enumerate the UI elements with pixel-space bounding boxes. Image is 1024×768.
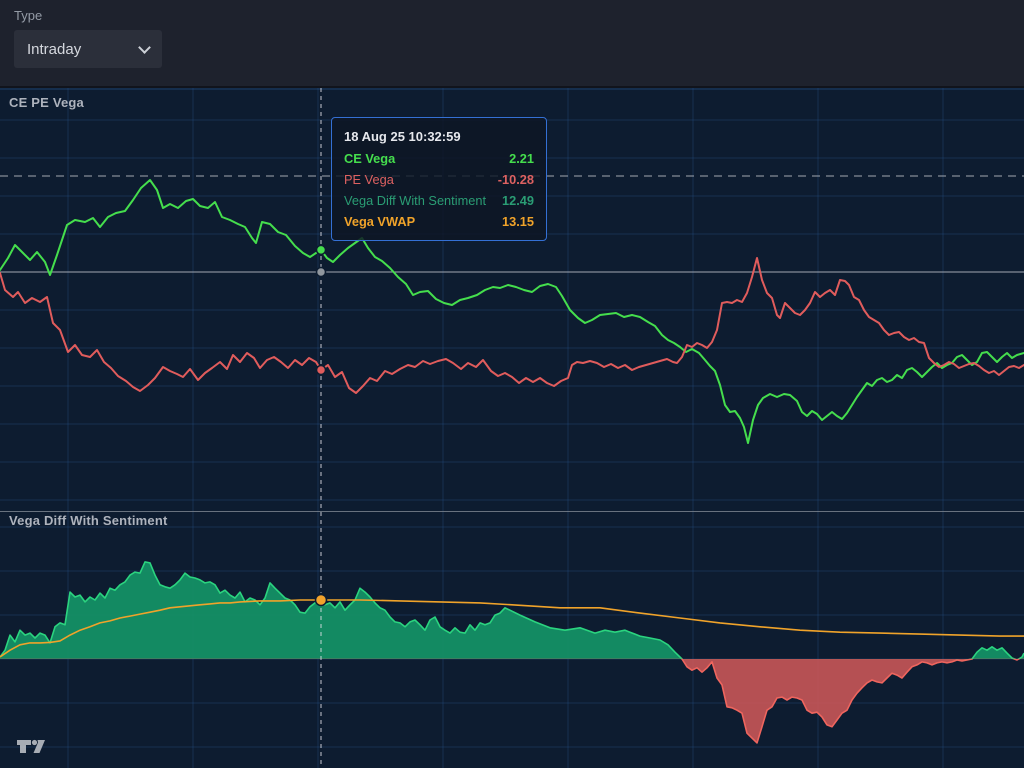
tooltip-row: Vega Diff With Sentiment 12.49 [344, 190, 534, 211]
header: Type Intraday [0, 0, 1024, 88]
tooltip-row: PE Vega -10.28 [344, 169, 534, 190]
tooltip-value: -10.28 [497, 172, 534, 187]
tooltip-value: 12.49 [501, 193, 534, 208]
tooltip-value: 13.15 [501, 214, 534, 229]
crosshair-tooltip: 18 Aug 25 10:32:59 CE Vega 2.21 PE Vega -10… [331, 117, 547, 241]
tooltip-timestamp: 18 Aug 25 10:32:59 [344, 129, 461, 144]
tooltip-row: Vega VWAP 13.15 [344, 211, 534, 232]
tooltip-rows: CE Vega 2.21 PE Vega -10.28 Vega Diff With S… [344, 148, 534, 232]
type-select-wrap: Intraday [14, 30, 162, 68]
tooltip-label: Vega Diff With Sentiment [344, 193, 487, 208]
tooltip-label: CE Vega [344, 151, 396, 166]
pane-title-vega-diff: Vega Diff With Sentiment [9, 513, 168, 528]
tooltip-label: PE Vega [344, 172, 394, 187]
tradingview-logo[interactable] [16, 739, 46, 754]
tooltip-value: 2.21 [509, 151, 534, 166]
pane-title-ce-pe-vega: CE PE Vega [9, 95, 84, 110]
tooltip-label: Vega VWAP [344, 214, 416, 229]
type-select[interactable]: Intraday [14, 30, 162, 68]
pane-separator[interactable] [0, 511, 1024, 512]
type-label: Type [14, 8, 43, 23]
tooltip-row: CE Vega 2.21 [344, 148, 534, 169]
